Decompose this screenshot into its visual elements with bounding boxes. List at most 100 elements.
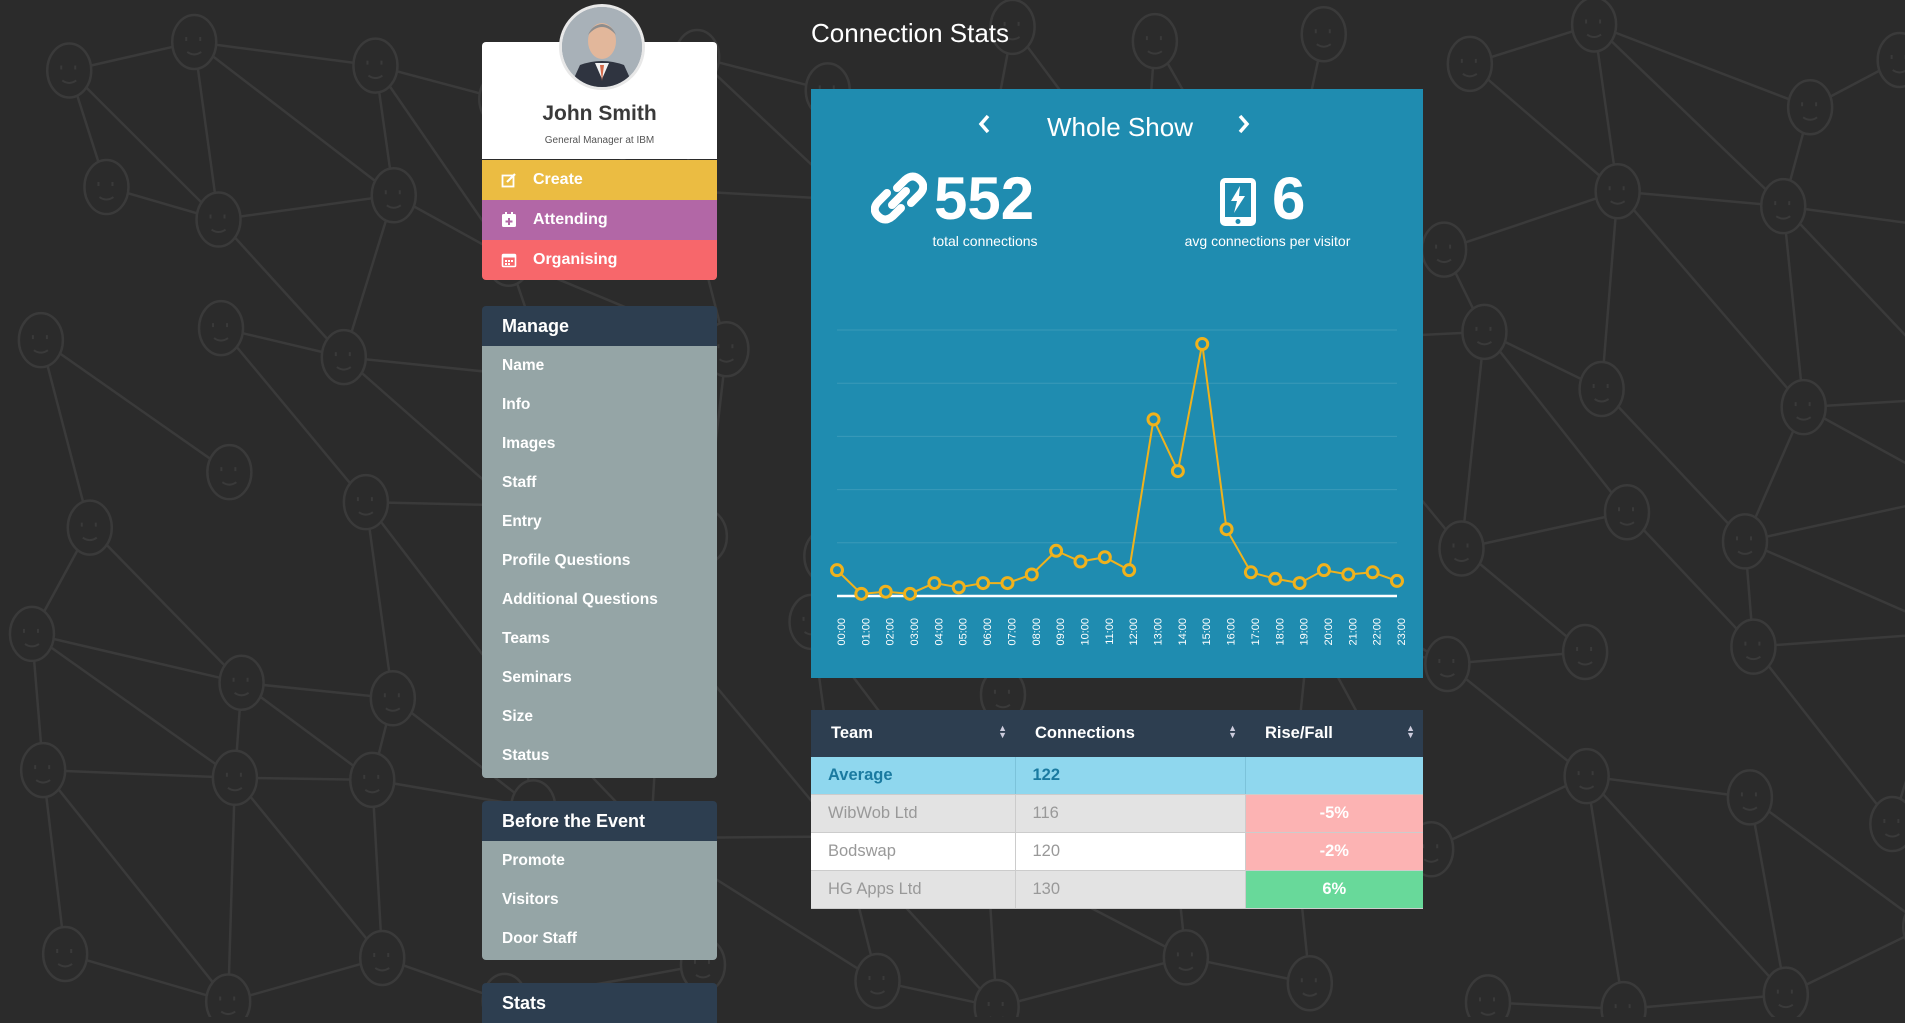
data-point: [1292, 576, 1307, 591]
connections-cell: 130: [1015, 870, 1246, 909]
data-point: [1243, 565, 1258, 580]
menu-item[interactable]: Additional Questions: [502, 591, 658, 608]
organising-label: Organising: [533, 251, 618, 268]
x-tick-label: 15:00: [1201, 618, 1213, 646]
rise-fall-column-header[interactable]: Rise/Fall ▲ ▼: [1245, 710, 1423, 757]
menu-item[interactable]: Teams: [502, 630, 550, 647]
x-tick-label: 23:00: [1396, 618, 1408, 646]
menu-item[interactable]: Size: [502, 708, 534, 725]
attending-label: Attending: [533, 211, 608, 228]
sort-icon: ▲ ▼: [1406, 723, 1415, 740]
menu-item[interactable]: Status: [502, 747, 550, 764]
total-connections-label: total connections: [932, 233, 1038, 249]
link-icon: [870, 170, 928, 231]
team-header-label: Team: [831, 724, 873, 742]
before-event-menu: Promote Visitors Door Staff: [482, 841, 717, 960]
x-tick-label: 14:00: [1177, 618, 1189, 646]
x-tick-label: 12:00: [1128, 618, 1140, 646]
data-point: [1365, 565, 1380, 580]
attending-button[interactable]: Attending: [482, 200, 717, 240]
avg-connections-value: 6: [1272, 165, 1306, 232]
menu-item[interactable]: Seminars: [502, 669, 572, 686]
connections-chart: 00:00 01:00 02:00 03:00 04:00 05:00 06:00 07:00…: [830, 329, 1408, 646]
menu-item[interactable]: Name: [502, 357, 545, 374]
menu-item[interactable]: Staff: [502, 474, 537, 491]
data-point: [1000, 576, 1015, 591]
x-tick-label: 19:00: [1299, 618, 1311, 646]
stats-menu-title: Stats: [502, 993, 547, 1013]
data-point: [1073, 554, 1088, 569]
data-point: [1146, 412, 1161, 427]
change-cell: -5%: [1245, 794, 1423, 833]
chevron-right-icon[interactable]: [1237, 110, 1251, 142]
data-point: [1195, 337, 1210, 351]
calendar-plus-icon: [501, 212, 523, 228]
x-tick-label: 21:00: [1347, 618, 1359, 646]
menu-item[interactable]: Entry: [502, 513, 542, 530]
data-point: [1049, 543, 1064, 558]
table-header-row: Team ▲ ▼ Connections ▲ ▼ Rise/Fall ▲ ▼: [811, 710, 1423, 757]
data-point: [878, 584, 893, 599]
sort-icon: ▲ ▼: [998, 723, 1007, 740]
data-point: [951, 580, 966, 595]
average-team-cell: Average: [811, 757, 1016, 795]
data-point: [903, 586, 918, 601]
team-stats-table: Team ▲ ▼ Connections ▲ ▼ Rise/Fall ▲ ▼ Average…: [811, 710, 1423, 909]
connections-column-header[interactable]: Connections ▲ ▼: [1015, 710, 1245, 757]
data-point: [830, 563, 844, 578]
x-tick-label: 22:00: [1372, 618, 1384, 646]
series-line: [836, 343, 1398, 595]
change-cell: 6%: [1245, 870, 1423, 909]
average-change-cell: [1245, 757, 1423, 795]
x-tick-label: 04:00: [933, 618, 945, 646]
create-button[interactable]: Create: [482, 160, 717, 200]
menu-item[interactable]: Door Staff: [502, 930, 577, 947]
team-cell: Bodswap: [811, 832, 1016, 871]
change-cell: -2%: [1245, 832, 1423, 871]
menu-item[interactable]: Visitors: [502, 891, 559, 908]
x-tick-label: 02:00: [885, 618, 897, 646]
stats-menu-header[interactable]: Stats: [482, 983, 717, 1023]
menu-item[interactable]: Promote: [502, 852, 565, 869]
data-point: [1268, 571, 1283, 586]
calendar-icon: [501, 252, 523, 268]
manage-menu-title: Manage: [502, 316, 570, 336]
data-point: [854, 586, 869, 601]
x-tick-label: 00:00: [836, 618, 848, 646]
x-tick-label: 11:00: [1104, 618, 1116, 645]
menu-item[interactable]: Images: [502, 435, 556, 452]
data-point: [1316, 563, 1331, 578]
profile-name: John Smith: [542, 102, 657, 125]
x-tick-label: 09:00: [1055, 618, 1067, 646]
x-tick-label: 03:00: [909, 618, 921, 646]
average-connections-cell: 122: [1015, 757, 1246, 795]
x-tick-label: 10:00: [1079, 618, 1091, 646]
chevron-left-icon[interactable]: [977, 110, 991, 142]
mobile-charge-icon: [1218, 176, 1258, 233]
manage-menu-header: Manage: [482, 306, 717, 346]
connections-cell: 116: [1015, 794, 1246, 833]
before-event-menu-header: Before the Event: [482, 801, 717, 841]
table-row: WibWob Ltd 116 -5%: [811, 794, 1423, 833]
x-tick-label: 18:00: [1274, 618, 1286, 646]
sort-icon: ▲ ▼: [1228, 723, 1237, 740]
x-tick-label: 13:00: [1153, 618, 1165, 646]
menu-item[interactable]: Info: [502, 396, 531, 413]
profile-role: General Manager at IBM: [544, 135, 655, 146]
show-selector-title: Whole Show: [1047, 112, 1193, 142]
data-point: [1390, 573, 1404, 588]
data-point: [976, 576, 991, 591]
menu-item[interactable]: Profile Questions: [502, 552, 631, 569]
organising-button[interactable]: Organising: [482, 240, 717, 280]
x-tick-label: 07:00: [1006, 618, 1018, 646]
stats-panel: [811, 89, 1423, 678]
avatar[interactable]: [559, 4, 645, 90]
team-column-header[interactable]: Team ▲ ▼: [811, 710, 1015, 757]
before-event-menu-title: Before the Event: [502, 811, 646, 831]
x-tick-label: 06:00: [982, 618, 994, 646]
x-tick-label: 20:00: [1323, 618, 1335, 646]
average-row: Average 122: [811, 757, 1423, 795]
data-point: [1170, 464, 1185, 479]
data-point: [1024, 567, 1039, 582]
connections-cell: 120: [1015, 832, 1246, 871]
